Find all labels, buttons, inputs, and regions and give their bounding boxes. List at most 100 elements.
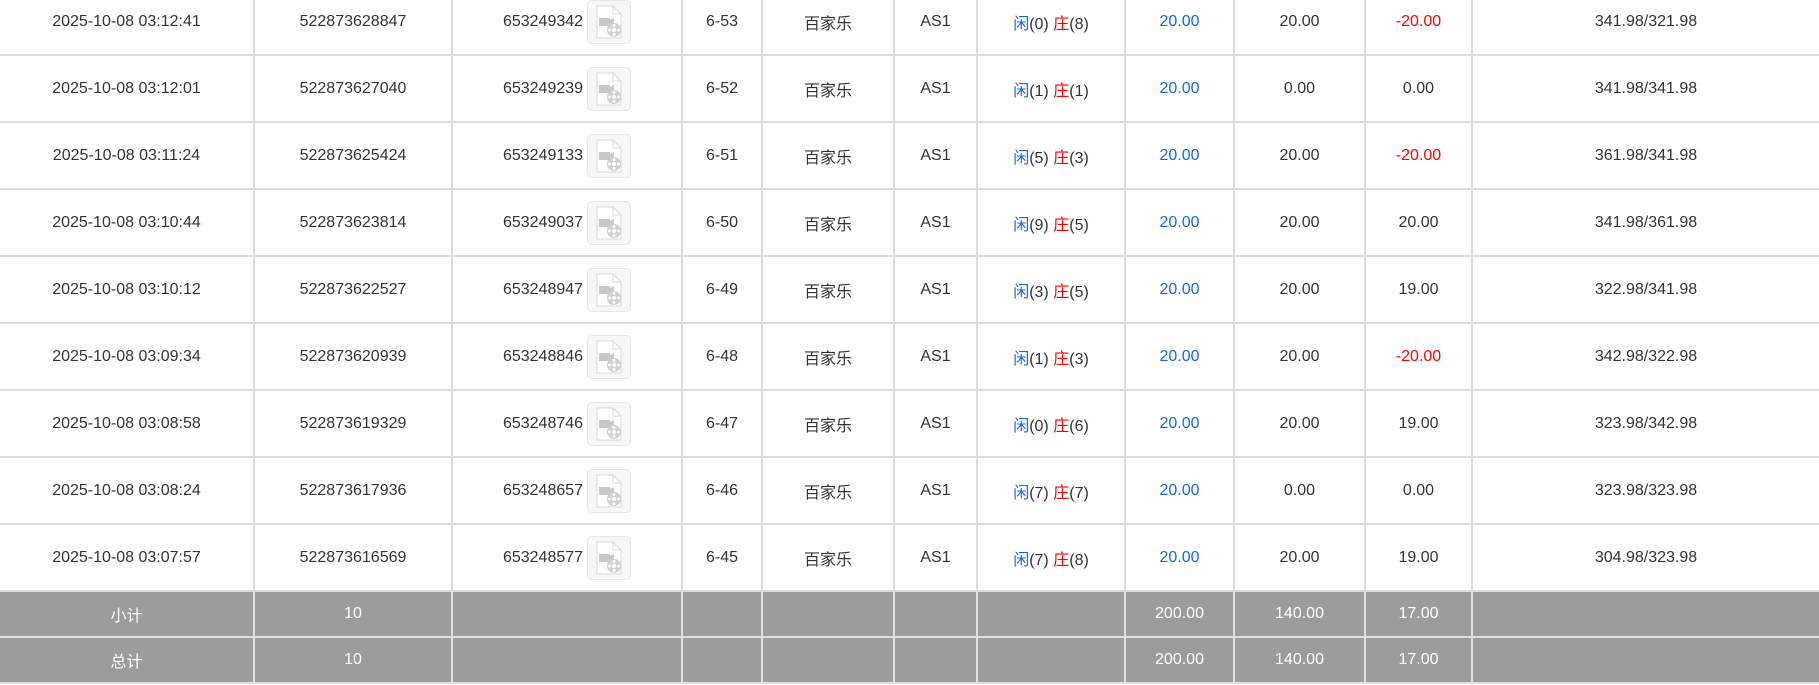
valid-bet: 0.00 <box>1233 456 1366 525</box>
bet-amount: 20.00 <box>1124 188 1235 257</box>
banker-label: 庄 <box>1053 149 1070 167</box>
bet-amount: 20.00 <box>1124 255 1235 324</box>
round-cell: 653248577 <box>451 523 683 592</box>
round-number: 653249342 <box>502 12 584 30</box>
banker-score: (5) <box>1069 283 1089 301</box>
summary-win: 17.00 <box>1364 636 1473 684</box>
round-number: 653249133 <box>502 146 584 164</box>
video-replay-icon[interactable] <box>587 133 632 178</box>
player-score: (0) <box>1029 417 1049 435</box>
banker-label: 庄 <box>1053 484 1070 502</box>
valid-bet: 20.00 <box>1233 389 1366 458</box>
table-row: 2025-10-08 03:10:12 522873622527 653248947… <box>0 255 1819 324</box>
player-label: 闲 <box>1013 350 1030 368</box>
win-loss: -20.00 <box>1364 322 1473 391</box>
banker-score: (3) <box>1069 350 1089 368</box>
summary-count: 10 <box>253 636 453 684</box>
video-replay-icon[interactable] <box>587 200 632 245</box>
player-label: 闲 <box>1013 15 1030 33</box>
room: AS1 <box>893 523 978 592</box>
table-row: 2025-10-08 03:11:24 522873625424 653249133… <box>0 121 1819 190</box>
valid-bet: 20.00 <box>1233 121 1366 190</box>
bet-amount: 20.00 <box>1124 523 1235 592</box>
video-replay-icon[interactable] <box>587 0 632 44</box>
player-label: 闲 <box>1013 417 1030 435</box>
game-type: 百家乐 <box>761 456 895 525</box>
bet-time: 2025-10-08 03:08:58 <box>0 389 255 458</box>
win-loss: -20.00 <box>1364 0 1473 56</box>
summary-label: 总计 <box>0 636 255 684</box>
bet-time: 2025-10-08 03:10:44 <box>0 188 255 257</box>
valid-bet: 20.00 <box>1233 0 1366 56</box>
banker-score: (8) <box>1069 15 1089 33</box>
video-replay-icon[interactable] <box>587 334 632 379</box>
bet-time: 2025-10-08 03:12:01 <box>0 54 255 123</box>
summary-win: 17.00 <box>1364 590 1473 638</box>
player-score: (5) <box>1029 149 1049 167</box>
round-cell: 653248846 <box>451 322 683 391</box>
round-number: 653248657 <box>502 481 584 499</box>
win-loss: 20.00 <box>1364 188 1473 257</box>
player-score: (1) <box>1029 82 1049 100</box>
round-cell: 653249342 <box>451 0 683 56</box>
summary-label: 小计 <box>0 590 255 638</box>
banker-label: 庄 <box>1053 216 1070 234</box>
valid-bet: 20.00 <box>1233 523 1366 592</box>
video-replay-icon[interactable] <box>587 401 632 446</box>
balance: 341.98/341.98 <box>1471 54 1819 123</box>
win-loss: -20.00 <box>1364 121 1473 190</box>
round-cell: 653248657 <box>451 456 683 525</box>
game-type: 百家乐 <box>761 188 895 257</box>
banker-label: 庄 <box>1053 15 1070 33</box>
win-loss: 19.00 <box>1364 389 1473 458</box>
result-cell: 闲(0) 庄(8) <box>976 0 1126 56</box>
banker-score: (3) <box>1069 149 1089 167</box>
table-row: 2025-10-08 03:12:01 522873627040 653249239… <box>0 54 1819 123</box>
banker-score: (7) <box>1069 484 1089 502</box>
bet-amount: 20.00 <box>1124 0 1235 56</box>
balance: 304.98/323.98 <box>1471 523 1819 592</box>
win-loss: 0.00 <box>1364 456 1473 525</box>
table-row: 2025-10-08 03:10:44 522873623814 653249037… <box>0 188 1819 257</box>
round-cell: 653249133 <box>451 121 683 190</box>
order-number: 522873625424 <box>253 121 453 190</box>
balance: 323.98/342.98 <box>1471 389 1819 458</box>
game-type: 百家乐 <box>761 389 895 458</box>
result-cell: 闲(1) 庄(3) <box>976 322 1126 391</box>
order-number: 522873628847 <box>253 0 453 56</box>
player-label: 闲 <box>1013 283 1030 301</box>
room: AS1 <box>893 456 978 525</box>
player-score: (1) <box>1029 350 1049 368</box>
video-replay-icon[interactable] <box>587 535 632 580</box>
video-replay-icon[interactable] <box>587 66 632 111</box>
win-loss: 19.00 <box>1364 523 1473 592</box>
round-number: 653248947 <box>502 280 584 298</box>
summary-valid: 140.00 <box>1233 636 1366 684</box>
round-number: 653248746 <box>502 414 584 432</box>
room: AS1 <box>893 188 978 257</box>
game-type: 百家乐 <box>761 0 895 56</box>
banker-score: (5) <box>1069 216 1089 234</box>
player-label: 闲 <box>1013 551 1030 569</box>
table-row: 2025-10-08 03:08:58 522873619329 653248746… <box>0 389 1819 458</box>
order-number: 522873622527 <box>253 255 453 324</box>
game-type: 百家乐 <box>761 255 895 324</box>
valid-bet: 20.00 <box>1233 188 1366 257</box>
order-number: 522873620939 <box>253 322 453 391</box>
result-cell: 闲(7) 庄(7) <box>976 456 1126 525</box>
order-number: 522873623814 <box>253 188 453 257</box>
video-replay-icon[interactable] <box>587 267 632 312</box>
result-cell: 闲(9) 庄(5) <box>976 188 1126 257</box>
round-number: 653248577 <box>502 548 584 566</box>
result-cell: 闲(1) 庄(1) <box>976 54 1126 123</box>
video-replay-icon[interactable] <box>587 468 632 513</box>
room: AS1 <box>893 255 978 324</box>
order-number: 522873616569 <box>253 523 453 592</box>
game-type: 百家乐 <box>761 121 895 190</box>
summary-count: 10 <box>253 590 453 638</box>
balance: 342.98/322.98 <box>1471 322 1819 391</box>
banker-score: (6) <box>1069 417 1089 435</box>
balance: 323.98/323.98 <box>1471 456 1819 525</box>
valid-bet: 20.00 <box>1233 255 1366 324</box>
